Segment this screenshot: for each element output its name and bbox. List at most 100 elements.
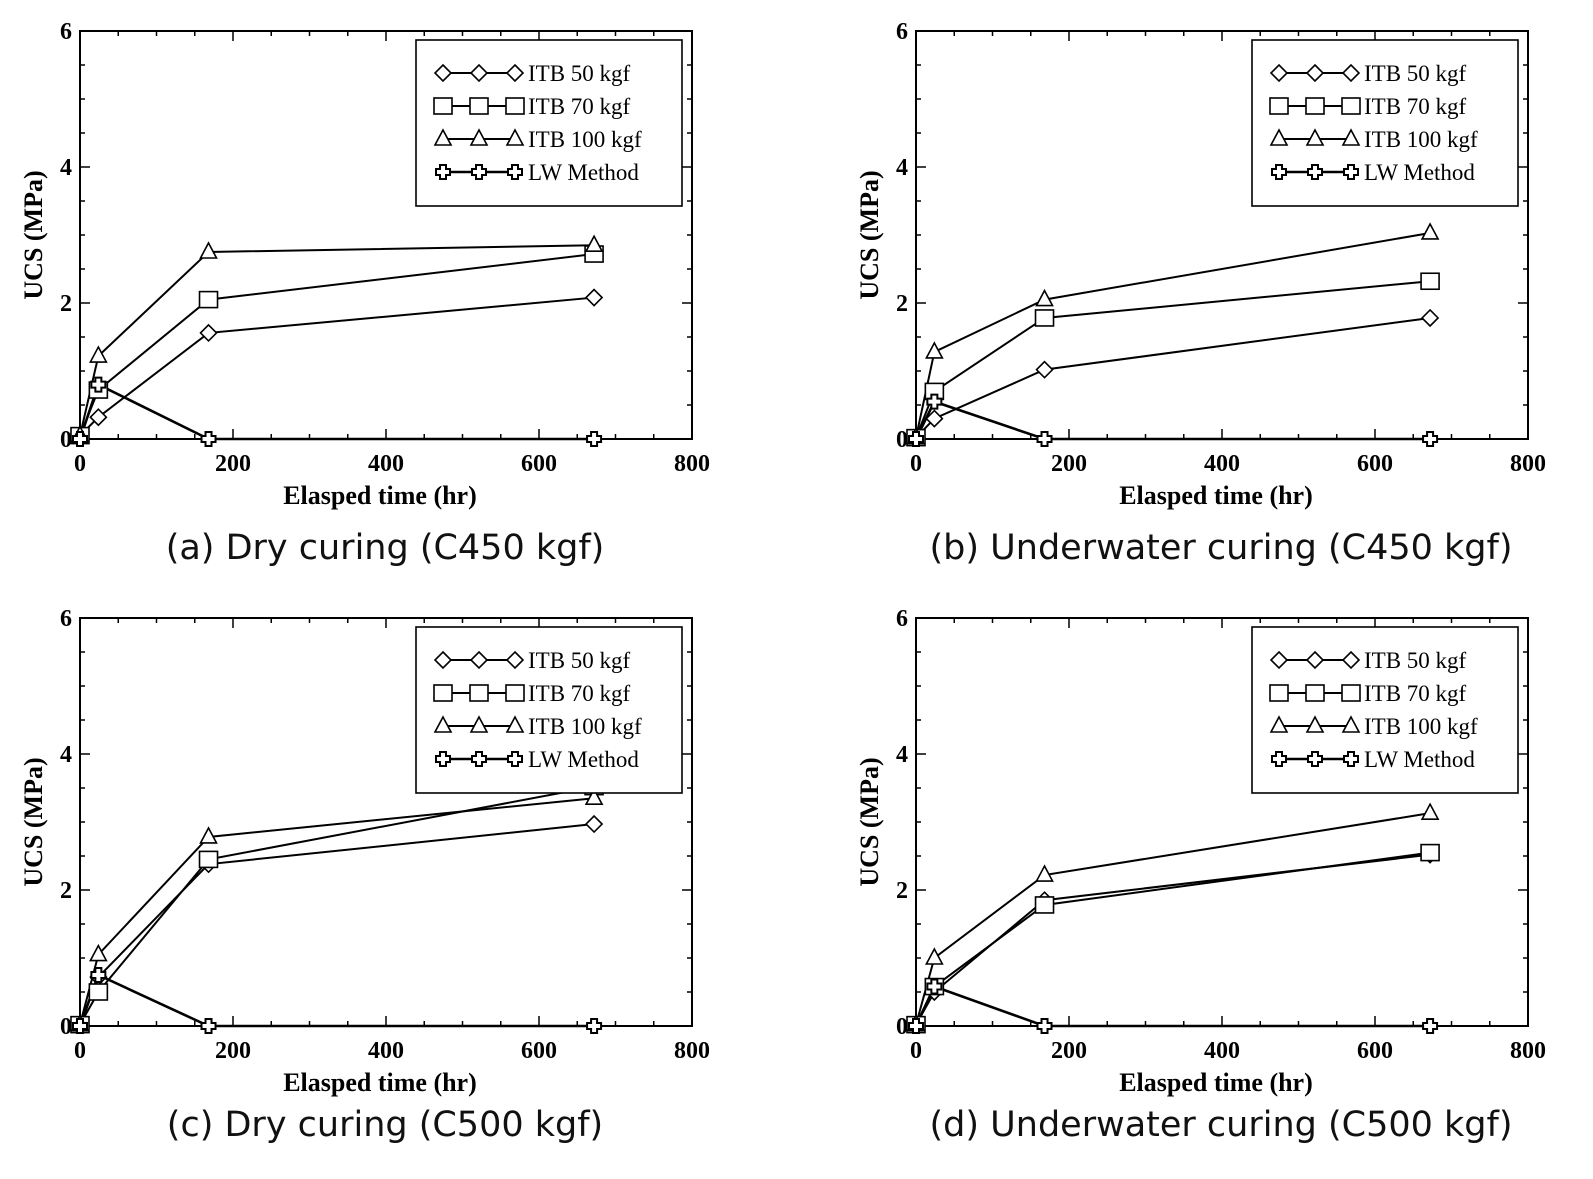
data-point-itb-100-kgf [584, 234, 604, 252]
x-axis-label: Elasped time (hr) [283, 1068, 477, 1097]
y-tick-label: 6 [60, 606, 72, 632]
x-tick-label: 200 [1051, 451, 1087, 477]
legend-marker-square [1269, 97, 1289, 115]
data-point-lw-method [72, 1018, 88, 1034]
data-point-lw-method [72, 431, 88, 447]
legend-marker-cross [471, 164, 487, 180]
data-point-itb-70-kgf [1034, 309, 1055, 327]
legend-marker-square [505, 97, 525, 115]
legend-marker-square [1341, 97, 1361, 115]
legend-marker-diamond [505, 650, 525, 670]
x-tick-label: 800 [1510, 1038, 1546, 1064]
data-point-itb-70-kgf [1420, 272, 1440, 291]
x-tick-label: 0 [910, 451, 922, 477]
y-tick-label: 4 [896, 742, 908, 768]
y-tick-label: 4 [60, 742, 72, 768]
legend-label: ITB 100 kgf [528, 127, 642, 152]
y-tick-label: 4 [896, 155, 908, 181]
series-line-itb-70-kgf [915, 851, 1431, 1026]
x-tick-label: 600 [1357, 1038, 1393, 1064]
data-point-itb-100-kgf [1420, 802, 1440, 820]
series-line-itb-50-kgf [915, 853, 1431, 1026]
x-tick-label: 800 [1510, 451, 1546, 477]
legend-marker-square [433, 684, 453, 702]
data-point-lw-method [200, 1018, 217, 1034]
x-tick-label: 800 [674, 451, 710, 477]
chart-dry-curing-c450: 0 200 400 600 800 0 2 4 6 Elasped time (hr) UCS (M… [19, 19, 710, 510]
legend-label: LW Method [528, 160, 639, 185]
data-point-lw-method [90, 967, 107, 983]
y-axis-label: UCS (MPa) [855, 170, 884, 299]
y-axis-label: UCS (MPa) [19, 170, 48, 299]
legend-marker-cross [435, 751, 451, 767]
data-point-lw-method [926, 978, 943, 995]
x-axis-label: Elasped time (hr) [1119, 1068, 1313, 1097]
data-point-itb-100-kgf [925, 947, 944, 965]
x-tick-label: 200 [1051, 1038, 1087, 1064]
legend-label: LW Method [528, 747, 639, 772]
y-tick-label: 2 [896, 878, 908, 904]
data-point-itb-50-kgf [89, 408, 108, 427]
data-point-lw-method [908, 1018, 924, 1034]
y-tick-label: 0 [60, 427, 72, 453]
series-line-itb-70-kgf [915, 280, 1431, 439]
data-point-itb-70-kgf [198, 850, 219, 869]
legend-label: ITB 100 kgf [1364, 127, 1478, 152]
data-point-itb-100-kgf [89, 943, 108, 962]
series-line-itb-100-kgf [79, 244, 595, 436]
legend-marker-diamond [1269, 63, 1289, 83]
legend-marker-cross [507, 751, 523, 767]
y-axis-label: UCS (MPa) [19, 757, 48, 886]
data-point-itb-100-kgf [199, 241, 218, 259]
legend-marker-square [469, 97, 489, 115]
legend-marker-cross [471, 751, 487, 767]
legend-marker-triangle [1269, 715, 1289, 733]
x-tick-label: 0 [74, 1038, 86, 1064]
legend-label: ITB 50 kgf [1364, 648, 1467, 673]
legend-marker-diamond [505, 63, 525, 83]
series-line-itb-70-kgf [79, 785, 595, 1026]
legend-box [415, 626, 683, 794]
y-tick-label: 2 [896, 291, 908, 317]
y-tick-label: 4 [60, 155, 72, 181]
legend-label: ITB 100 kgf [1364, 714, 1478, 739]
series-line-itb-50-kgf [79, 296, 595, 437]
legend-marker-square [433, 97, 453, 115]
legend-marker-diamond [1341, 650, 1361, 670]
y-tick-label: 2 [60, 878, 72, 904]
legend-marker-diamond [1269, 650, 1289, 670]
legend-marker-triangle [469, 128, 489, 146]
legend-box [415, 39, 683, 207]
legend-marker-square [469, 684, 489, 702]
series-line-lw-method [78, 973, 595, 1028]
legend-marker-cross [1271, 751, 1287, 767]
legend-label: LW Method [1364, 747, 1475, 772]
legend-marker-triangle [469, 715, 489, 733]
caption-c: (c) Dry curing (C500 kgf) [166, 1105, 604, 1145]
caption-a: (a) Dry curing (C450 kgf) [165, 528, 605, 568]
y-tick-label: 6 [896, 19, 908, 45]
series-line-lw-method [78, 382, 595, 441]
data-point-itb-50-kgf [584, 814, 604, 834]
data-point-lw-method [586, 431, 603, 447]
data-point-itb-70-kgf [198, 290, 219, 309]
caption-b: (b) Underwater curing (C450 kgf) [929, 528, 1513, 568]
series-line-lw-method [914, 984, 1431, 1028]
legend-label: ITB 70 kgf [528, 681, 631, 706]
x-tick-label: 600 [521, 1038, 557, 1064]
y-tick-label: 0 [896, 427, 908, 453]
data-point-itb-50-kgf [1035, 360, 1054, 379]
legend-marker-square [1269, 684, 1289, 702]
legend-marker-square [505, 684, 525, 702]
series-line-itb-70-kgf [79, 253, 595, 436]
data-point-itb-70-kgf [1420, 843, 1440, 862]
caption-d: (d) Underwater curing (C500 kgf) [929, 1105, 1513, 1145]
x-tick-label: 200 [215, 451, 251, 477]
y-tick-label: 2 [60, 291, 72, 317]
legend-label: ITB 70 kgf [528, 94, 631, 119]
legend-marker-cross [1343, 751, 1359, 767]
data-point-itb-70-kgf [88, 983, 109, 1001]
legend-label: ITB 70 kgf [1364, 681, 1467, 706]
legend-label: ITB 50 kgf [1364, 61, 1467, 86]
legend-marker-diamond [1305, 63, 1325, 83]
